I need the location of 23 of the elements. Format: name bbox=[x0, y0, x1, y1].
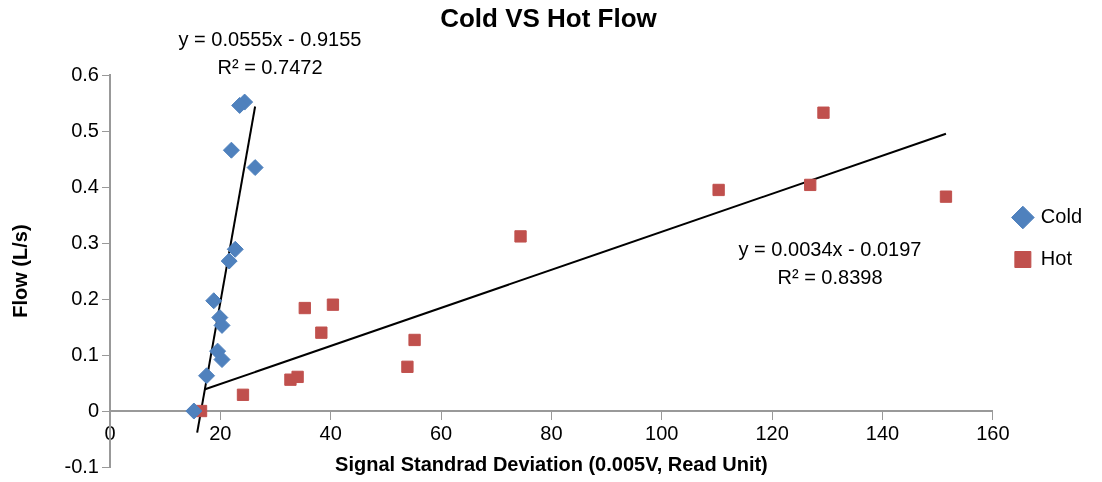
x-tick-label: 100 bbox=[645, 421, 679, 444]
y-tick-label: 0.5 bbox=[71, 118, 99, 141]
x-tick-label: 40 bbox=[319, 421, 342, 444]
x-tick-label: 80 bbox=[540, 421, 563, 444]
y-tick-label: 0.6 bbox=[71, 62, 99, 85]
x-tick-label: 140 bbox=[865, 421, 900, 444]
annotation: y = 0.0034x - 0.0197 R² = 0.8398 bbox=[738, 237, 922, 288]
y-tick-label: -0.1 bbox=[64, 454, 99, 477]
x-tick-label: 160 bbox=[976, 421, 1010, 444]
y-tick-label: 0 bbox=[87, 398, 99, 421]
x-tick-label: 20 bbox=[209, 421, 232, 444]
x-tick-label: 120 bbox=[755, 421, 789, 444]
annotation: y = 0.0555x - 0.9155 R² = 0.7472 bbox=[178, 27, 362, 78]
y-tick-label: 0.3 bbox=[71, 230, 99, 253]
x-axis-title: Signal Standrad Deviation (0.005V, Read Unit) bbox=[335, 452, 768, 475]
x-tick-label: 60 bbox=[429, 421, 453, 444]
chart-title: Cold VS Hot Flow bbox=[440, 2, 658, 33]
y-tick-label: 0.2 bbox=[71, 286, 99, 309]
y-tick-label: 0.4 bbox=[71, 174, 99, 197]
legend-label: Cold bbox=[1040, 205, 1083, 228]
y-tick-label: 0.1 bbox=[71, 342, 99, 365]
legend-label: Hot bbox=[1040, 247, 1073, 270]
y-axis-title: Flow (L/s) bbox=[8, 224, 31, 318]
